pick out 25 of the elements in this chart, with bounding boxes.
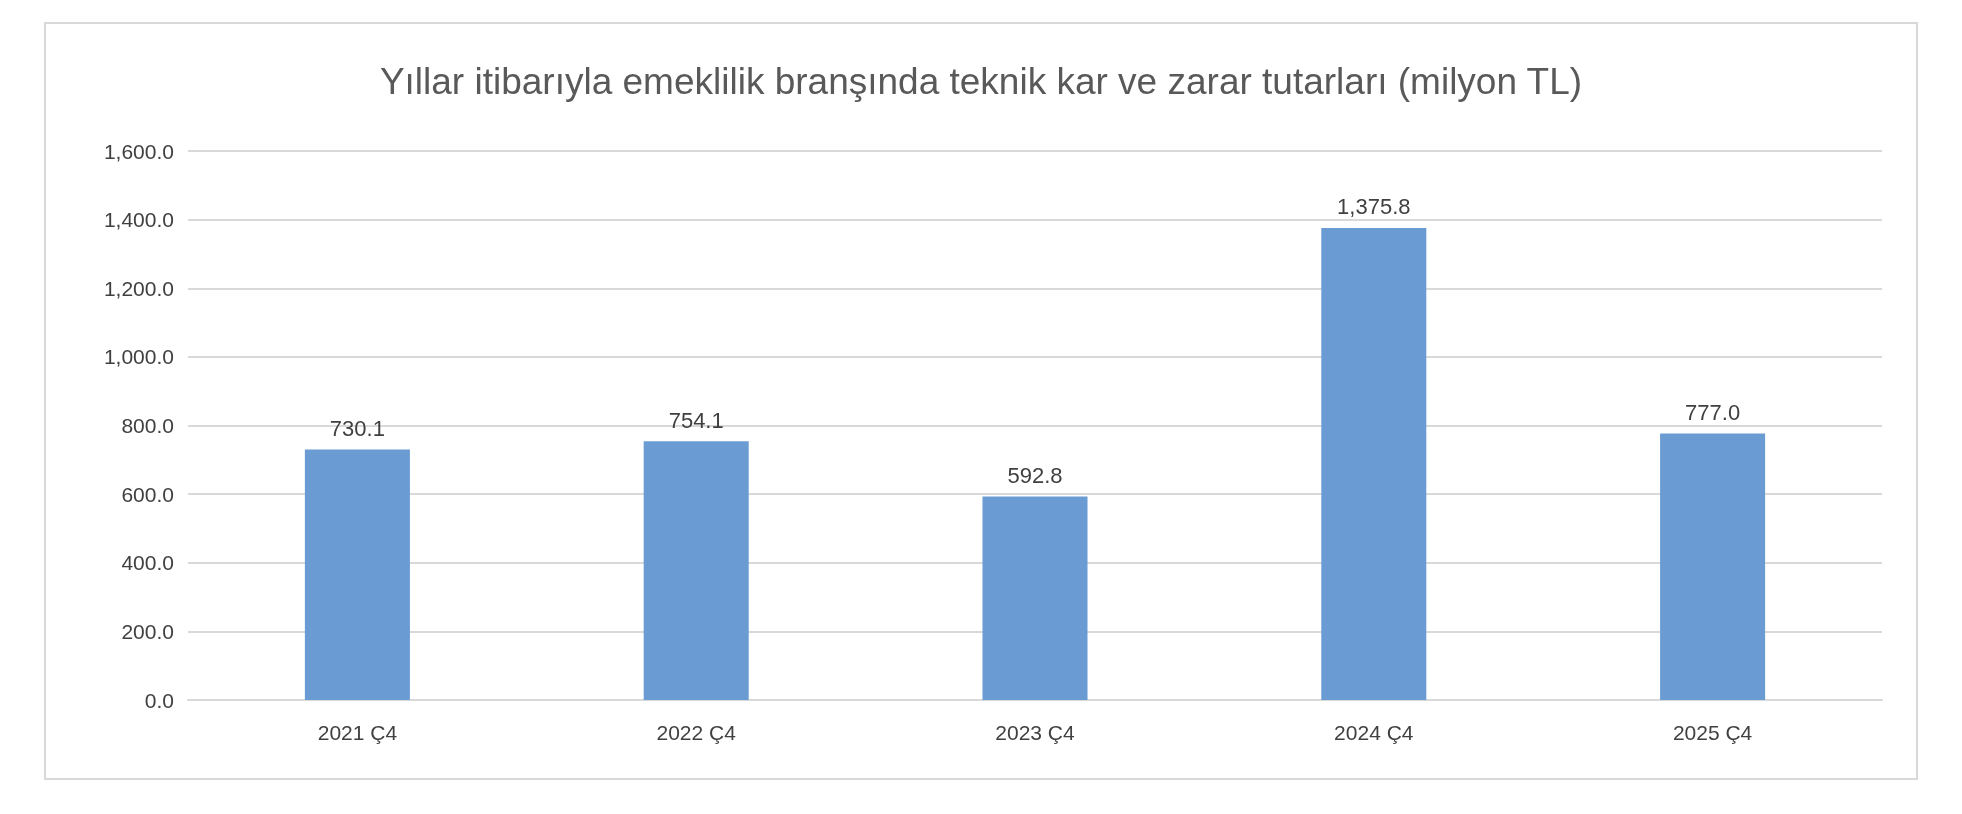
x-tick-label: 2024 Ç4 xyxy=(1334,721,1414,744)
x-tick-label: 2023 Ç4 xyxy=(995,721,1076,744)
bar xyxy=(643,441,749,700)
bar xyxy=(1321,227,1427,700)
x-tick-label: 2022 Ç4 xyxy=(656,721,737,744)
y-tick-label: 600.0 xyxy=(121,482,174,506)
y-tick-label: 1,200.0 xyxy=(103,276,174,300)
bar xyxy=(982,496,1088,700)
bar xyxy=(1660,433,1766,700)
y-tick-label: 1,600.0 xyxy=(103,139,174,163)
x-tick-label: 2021 Ç4 xyxy=(317,721,398,744)
data-label: 730.1 xyxy=(329,415,385,441)
bar xyxy=(304,449,410,700)
x-tick-label: 2025 Ç4 xyxy=(1672,721,1753,744)
y-tick-label: 0.0 xyxy=(144,688,174,712)
y-tick-label: 800.0 xyxy=(121,414,174,437)
y-tick-label: 200.0 xyxy=(121,619,174,643)
y-tick-label: 1,400.0 xyxy=(103,208,174,232)
data-label: 592.8 xyxy=(1007,463,1063,489)
data-label: 1,375.8 xyxy=(1337,194,1411,220)
data-label: 754.1 xyxy=(668,407,724,433)
data-label: 777.0 xyxy=(1685,399,1741,425)
y-tick-label: 1,000.0 xyxy=(103,345,174,369)
chart-title: Yıllar itibarıyla emeklilik branşında teknik kar ve zarar tutarları (milyon TL) xyxy=(379,61,1583,102)
y-tick-label: 400.0 xyxy=(121,551,174,575)
